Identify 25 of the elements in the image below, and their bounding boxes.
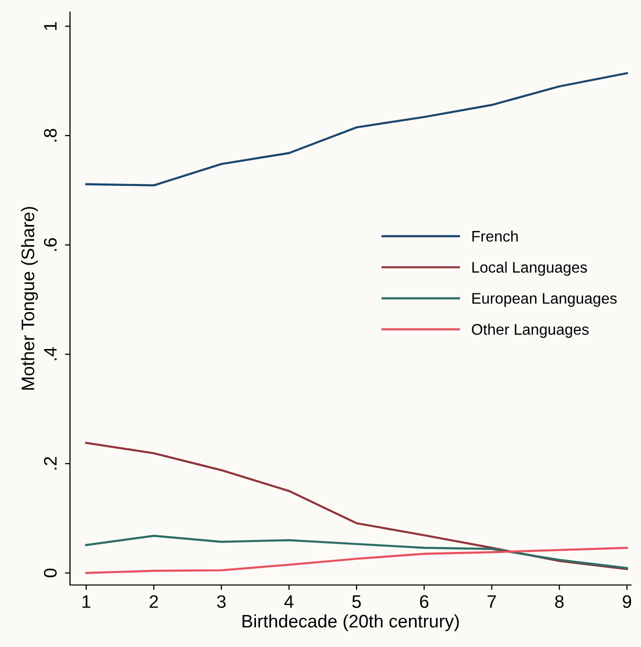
x-tick-label: 2 <box>150 595 158 608</box>
x-tick-label: 1 <box>82 595 90 608</box>
x-tick-label: 7 <box>488 595 496 608</box>
y-tick-label: .4 <box>44 347 57 360</box>
line-series <box>85 72 628 186</box>
x-tick-label: 5 <box>352 595 361 608</box>
y-axis-title: Mother Tongue (Share) <box>21 206 38 390</box>
y-tick-label: .2 <box>44 456 57 470</box>
x-tick-label: 8 <box>555 595 564 608</box>
line-series <box>85 534 628 570</box>
legend-label: French <box>472 230 518 242</box>
y-tick-label: .8 <box>44 128 57 142</box>
legend-label: European Languages <box>472 293 617 307</box>
x-axis-title: Birthdecade (20th centrury) <box>242 614 459 632</box>
legend-label: Local Languages <box>472 262 587 276</box>
x-tick-label: 3 <box>217 595 226 608</box>
y-tick-label: 1 <box>44 22 57 30</box>
x-tick-label: 4 <box>284 595 294 608</box>
y-tick-label: 0 <box>44 568 57 578</box>
legend-label: Other Languages <box>472 324 589 338</box>
x-tick-label: 6 <box>420 595 428 608</box>
line-series <box>85 546 628 574</box>
y-tick-label: .6 <box>44 238 57 251</box>
line-series <box>85 442 628 570</box>
x-tick-label: 9 <box>622 595 632 608</box>
